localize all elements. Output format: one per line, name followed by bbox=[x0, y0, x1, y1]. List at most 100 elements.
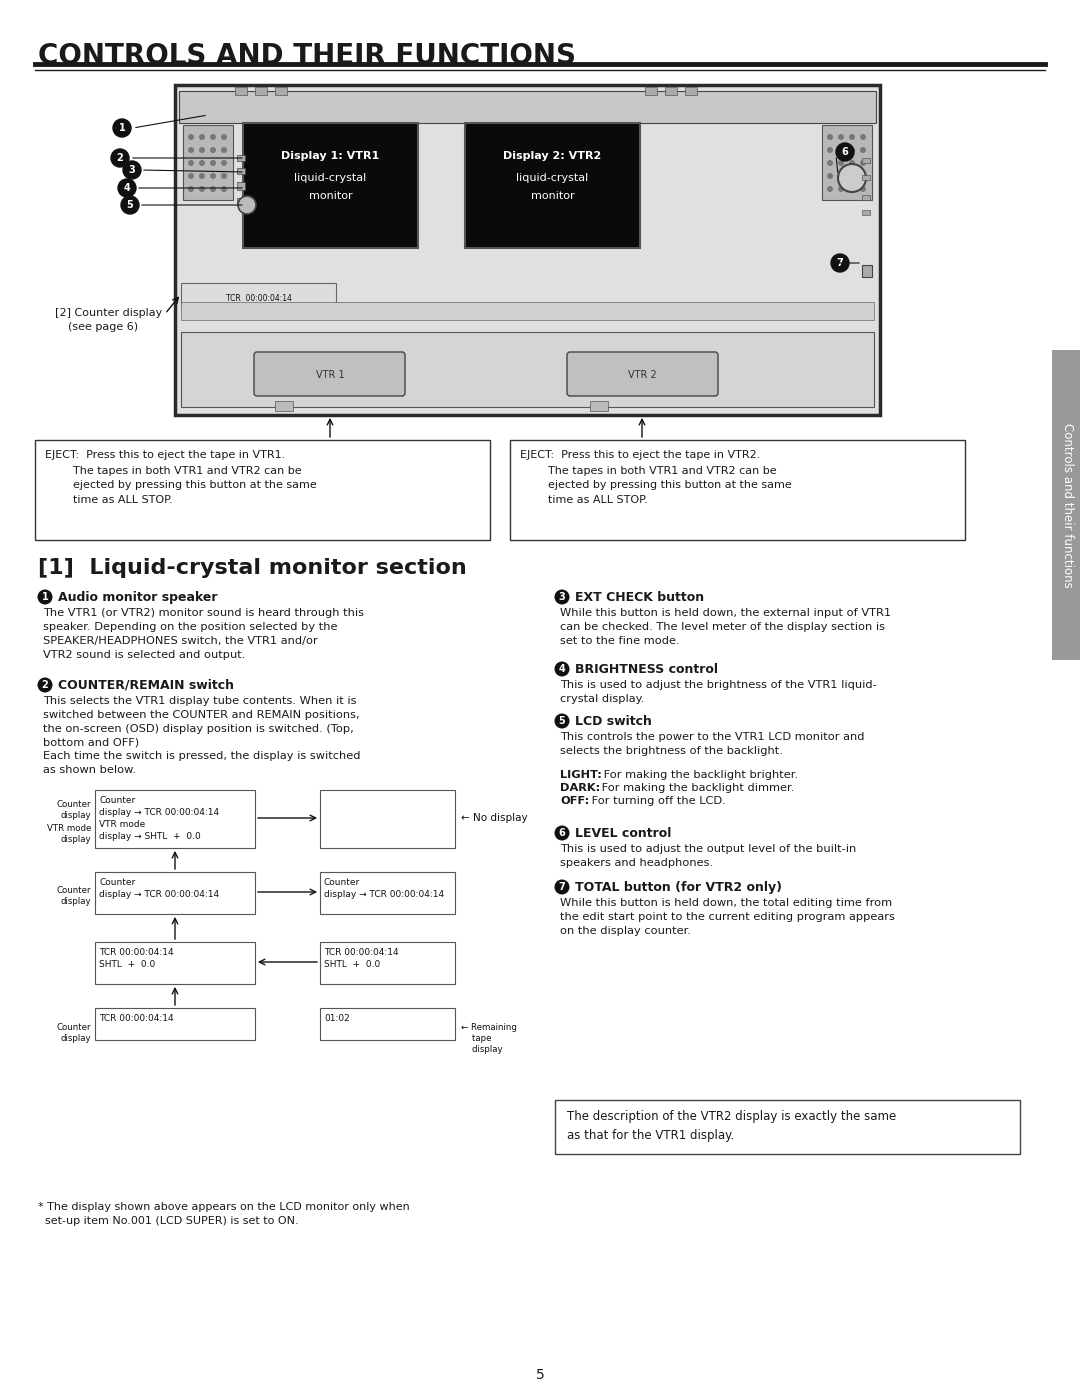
Bar bbox=[95, 942, 255, 983]
Bar bbox=[237, 155, 245, 161]
Bar bbox=[665, 87, 677, 95]
Circle shape bbox=[849, 147, 855, 154]
Text: display → TCR 00:00:04:14: display → TCR 00:00:04:14 bbox=[99, 807, 219, 817]
Text: For making the backlight dimmer.: For making the backlight dimmer. bbox=[598, 782, 795, 793]
Bar bbox=[237, 182, 245, 190]
Text: display → SHTL  +  0.0: display → SHTL + 0.0 bbox=[99, 833, 201, 841]
Text: 4: 4 bbox=[123, 183, 131, 193]
Text: VTR mode
display: VTR mode display bbox=[46, 824, 91, 844]
Text: Controls and their functions: Controls and their functions bbox=[1061, 423, 1074, 587]
Text: (see page 6): (see page 6) bbox=[68, 321, 138, 332]
Circle shape bbox=[860, 134, 866, 140]
Circle shape bbox=[838, 147, 843, 154]
Circle shape bbox=[188, 186, 194, 191]
Text: OFF:: OFF: bbox=[561, 796, 590, 806]
Circle shape bbox=[860, 147, 866, 154]
Text: Display 1: VTR1: Display 1: VTR1 bbox=[282, 151, 380, 161]
Text: 01:02: 01:02 bbox=[324, 1014, 350, 1023]
Text: While this button is held down, the external input of VTR1
can be checked. The l: While this button is held down, the exte… bbox=[561, 608, 891, 645]
Bar bbox=[95, 872, 255, 914]
Text: CONTROLS AND THEIR FUNCTIONS: CONTROLS AND THEIR FUNCTIONS bbox=[38, 42, 576, 70]
Text: This selects the VTR1 display tube contents. When it is
switched between the COU: This selects the VTR1 display tube conte… bbox=[43, 696, 361, 775]
Text: This is used to adjust the output level of the built-in
speakers and headphones.: This is used to adjust the output level … bbox=[561, 844, 856, 868]
Bar bbox=[275, 87, 287, 95]
Bar bbox=[181, 332, 874, 407]
Text: Counter: Counter bbox=[99, 877, 135, 887]
Text: TCR 00:00:04:14: TCR 00:00:04:14 bbox=[324, 949, 399, 957]
Circle shape bbox=[836, 142, 854, 161]
Text: 4: 4 bbox=[558, 664, 565, 673]
Bar bbox=[590, 401, 608, 411]
Circle shape bbox=[221, 134, 227, 140]
Text: [1]  Liquid-crystal monitor section: [1] Liquid-crystal monitor section bbox=[38, 557, 467, 578]
Circle shape bbox=[188, 161, 194, 166]
Text: COUNTER/REMAIN switch: COUNTER/REMAIN switch bbox=[58, 679, 234, 692]
Text: 7: 7 bbox=[837, 258, 843, 268]
Text: Audio monitor speaker: Audio monitor speaker bbox=[58, 591, 217, 604]
Circle shape bbox=[849, 134, 855, 140]
Circle shape bbox=[860, 173, 866, 179]
Circle shape bbox=[210, 161, 216, 166]
Bar bbox=[465, 123, 640, 249]
Circle shape bbox=[199, 134, 205, 140]
Circle shape bbox=[827, 147, 833, 154]
Text: The VTR1 (or VTR2) monitor sound is heard through this
speaker. Depending on the: The VTR1 (or VTR2) monitor sound is hear… bbox=[43, 608, 364, 659]
Text: EJECT:  Press this to eject the tape in VTR1.: EJECT: Press this to eject the tape in V… bbox=[45, 450, 285, 460]
Circle shape bbox=[554, 880, 569, 894]
Text: liquid-crystal: liquid-crystal bbox=[516, 173, 589, 183]
Circle shape bbox=[827, 186, 833, 191]
Text: 2: 2 bbox=[42, 680, 49, 690]
Text: For making the backlight brighter.: For making the backlight brighter. bbox=[600, 770, 798, 780]
Text: 6: 6 bbox=[841, 147, 849, 156]
FancyBboxPatch shape bbox=[567, 352, 718, 395]
Circle shape bbox=[199, 147, 205, 154]
Circle shape bbox=[221, 173, 227, 179]
Text: 3: 3 bbox=[129, 165, 135, 175]
Bar bbox=[181, 302, 874, 320]
Text: [2] Counter display: [2] Counter display bbox=[55, 307, 162, 319]
Bar bbox=[862, 210, 870, 215]
Circle shape bbox=[199, 186, 205, 191]
Text: 5: 5 bbox=[558, 717, 565, 726]
Text: liquid-crystal: liquid-crystal bbox=[295, 173, 366, 183]
Text: * The display shown above appears on the LCD monitor only when
  set-up item No.: * The display shown above appears on the… bbox=[38, 1201, 409, 1227]
Text: LEVEL control: LEVEL control bbox=[575, 827, 672, 840]
Circle shape bbox=[210, 173, 216, 179]
Bar bbox=[275, 401, 293, 411]
Circle shape bbox=[827, 173, 833, 179]
Circle shape bbox=[199, 161, 205, 166]
Circle shape bbox=[188, 173, 194, 179]
Circle shape bbox=[38, 678, 53, 693]
Text: SHTL  +  0.0: SHTL + 0.0 bbox=[324, 960, 380, 970]
Bar bbox=[862, 175, 870, 180]
Bar bbox=[243, 123, 418, 249]
Text: 3: 3 bbox=[558, 592, 565, 602]
Bar bbox=[320, 942, 455, 983]
Circle shape bbox=[554, 714, 569, 728]
Text: Display 2: VTR2: Display 2: VTR2 bbox=[503, 151, 602, 161]
Bar bbox=[645, 87, 657, 95]
Text: VTR 1: VTR 1 bbox=[315, 370, 345, 380]
Circle shape bbox=[838, 173, 843, 179]
Bar bbox=[822, 124, 872, 200]
Circle shape bbox=[554, 826, 569, 841]
Text: For turning off the LCD.: For turning off the LCD. bbox=[588, 796, 726, 806]
Text: DARK:: DARK: bbox=[561, 782, 600, 793]
Circle shape bbox=[838, 134, 843, 140]
Text: This controls the power to the VTR1 LCD monitor and
selects the brightness of th: This controls the power to the VTR1 LCD … bbox=[561, 732, 864, 756]
Text: SHTL  +  0.0: SHTL + 0.0 bbox=[99, 960, 156, 970]
Bar bbox=[235, 87, 247, 95]
Text: Counter
display: Counter display bbox=[56, 1023, 91, 1044]
Text: TCR 00:00:04:14: TCR 00:00:04:14 bbox=[99, 1014, 174, 1023]
Text: 7: 7 bbox=[558, 882, 565, 893]
Bar bbox=[181, 284, 336, 305]
Bar bbox=[862, 158, 870, 163]
Bar bbox=[175, 85, 880, 415]
Text: Counter
display: Counter display bbox=[56, 800, 91, 820]
Text: monitor: monitor bbox=[309, 191, 352, 201]
Bar bbox=[685, 87, 697, 95]
Text: While this button is held down, the total editing time from
the edit start point: While this button is held down, the tota… bbox=[561, 898, 895, 936]
Circle shape bbox=[827, 161, 833, 166]
Bar bbox=[95, 1009, 255, 1039]
Circle shape bbox=[188, 147, 194, 154]
